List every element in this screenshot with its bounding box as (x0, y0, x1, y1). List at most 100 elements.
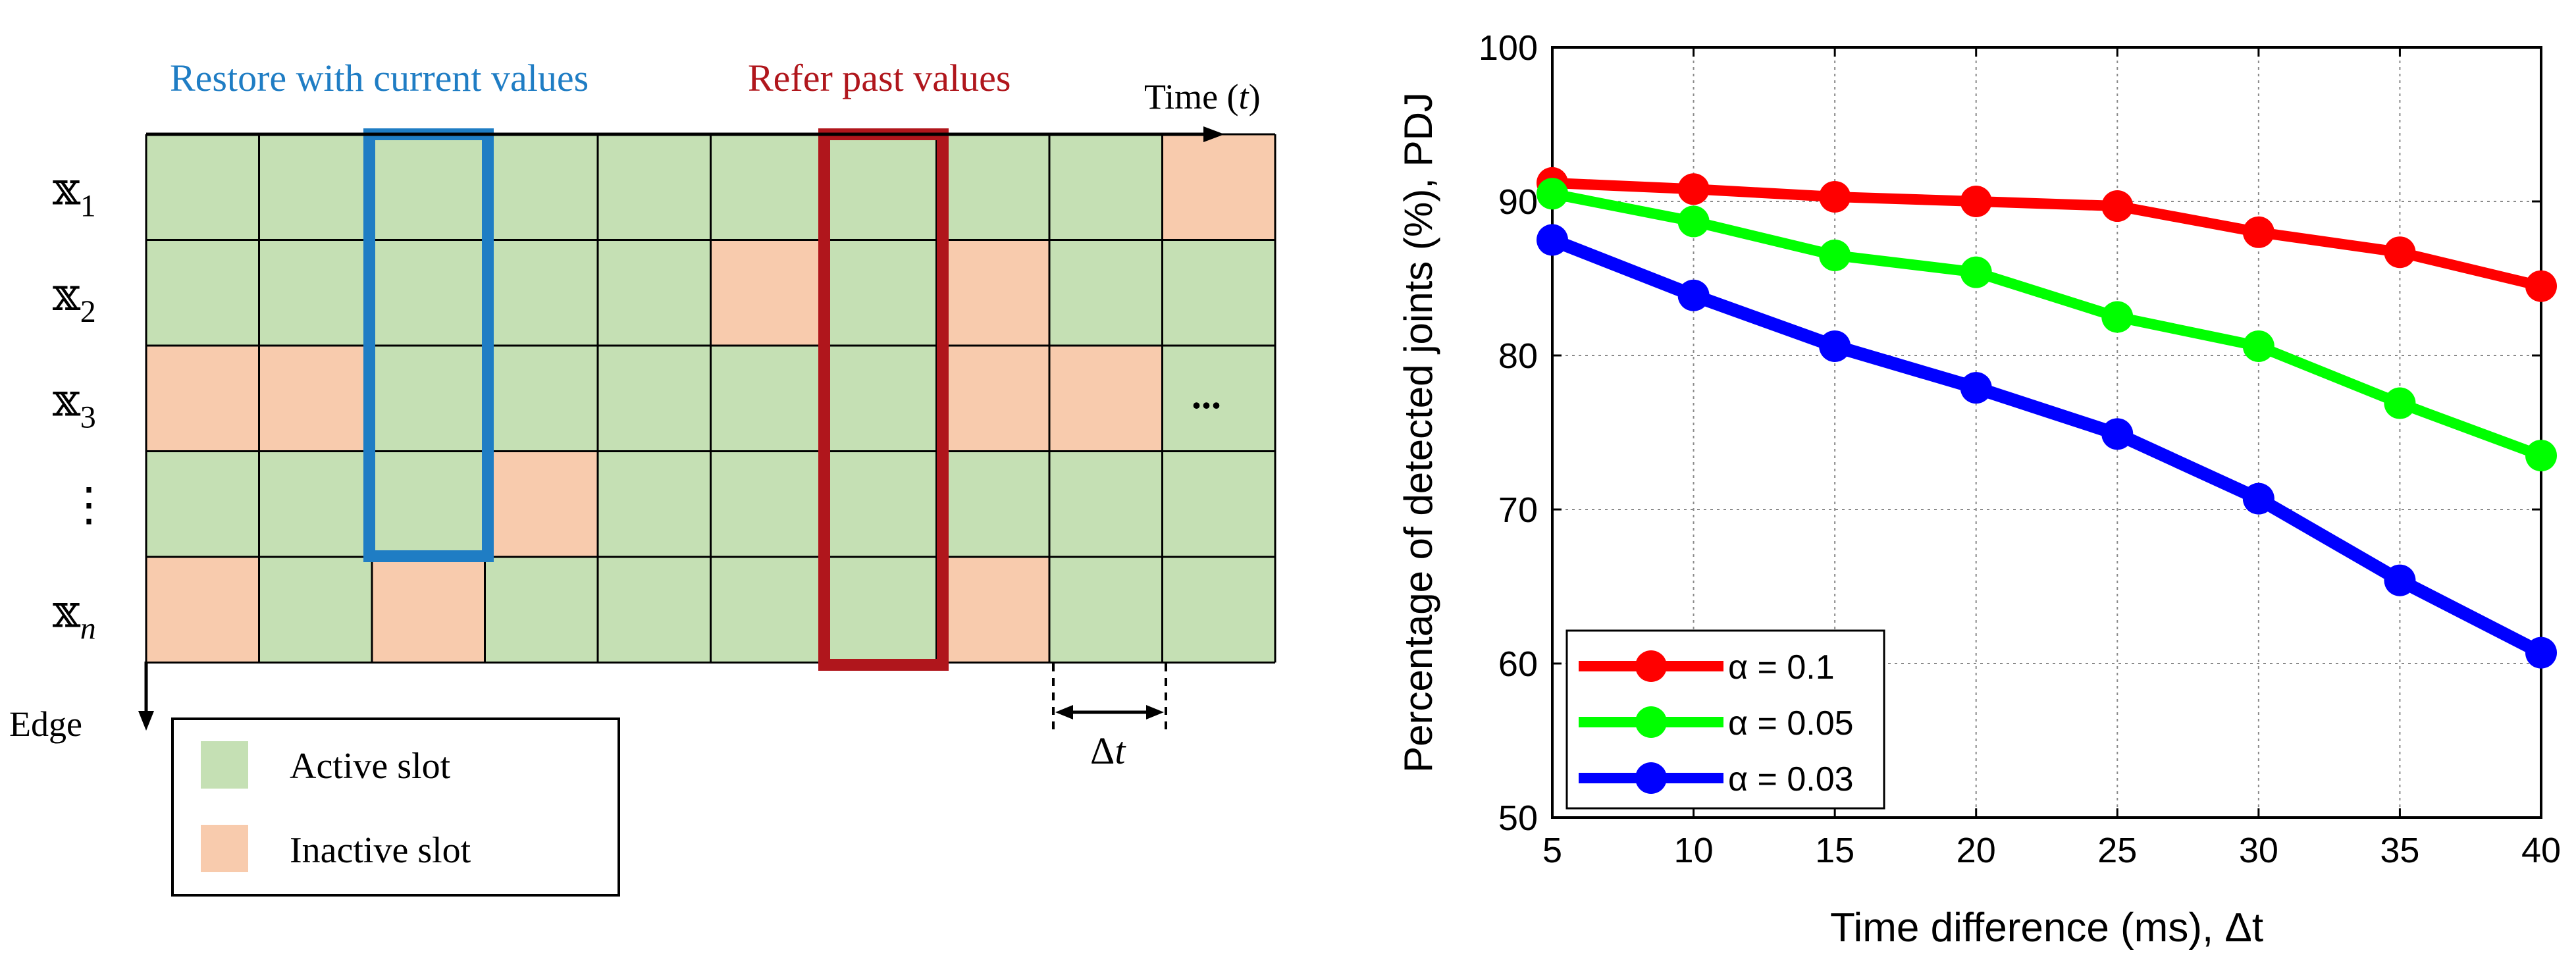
data-point (2384, 387, 2416, 419)
active-slot (259, 451, 372, 557)
column-ellipsis: ... (1192, 373, 1221, 417)
data-point (2384, 564, 2416, 596)
series-2 (1537, 178, 2557, 472)
active-slot (1162, 240, 1275, 346)
y-tick-label: 50 (1498, 798, 1538, 838)
delta-arrow-right-icon (1146, 705, 1164, 719)
active-slot (485, 240, 598, 346)
active-slot (710, 557, 824, 663)
active-slot (710, 134, 824, 240)
edge-axis-label: Edge (9, 704, 82, 744)
x-tick-label: 10 (1674, 831, 1714, 870)
active-slot (598, 134, 711, 240)
data-point (2242, 330, 2274, 362)
active-slot (598, 557, 711, 663)
legend-inactive-label: Inactive slot (290, 830, 471, 871)
delta-symbol: Δ (1090, 729, 1115, 772)
active-slot (936, 134, 1049, 240)
chart-series (1537, 167, 2557, 669)
delta-arrow-left-icon (1055, 705, 1073, 719)
inactive-slot (146, 346, 259, 452)
series-3 (1537, 224, 2557, 669)
data-point (1537, 224, 1568, 256)
active-slot (146, 451, 259, 557)
active-slot (1162, 451, 1275, 557)
inactive-slot (1162, 134, 1275, 240)
plot-frame (1551, 46, 2542, 819)
restore-label: Restore with current values (170, 57, 589, 99)
active-slot (372, 134, 485, 240)
x-tick-label: 35 (2380, 831, 2419, 870)
series-line (1550, 234, 2544, 659)
row-label-subscript: 1 (80, 188, 96, 223)
pdj-line-chart: 5 10 15 20 25 30 35 40 50 60 70 80 90 100 Time differ… (1396, 28, 2561, 951)
active-slot (824, 346, 937, 452)
edge-axis-arrow-icon (138, 711, 154, 731)
data-point (2101, 190, 2134, 222)
inactive-slot (936, 557, 1049, 663)
row-label-symbol: 𝕩 (53, 161, 81, 215)
row-label-subscript: 2 (80, 294, 96, 329)
active-slot (1049, 451, 1163, 557)
y-axis-label: Percentage of detected joints (%), PDJ (1396, 92, 1440, 773)
series-line (1552, 177, 2542, 292)
row-label-symbol: 𝕩 (53, 584, 81, 638)
data-point (1960, 256, 1992, 288)
row-label-1: 𝕩1 (53, 161, 96, 223)
y-tick-label: 80 (1498, 336, 1538, 376)
time-axis-label: Time (t) (1144, 77, 1261, 117)
data-point (2242, 216, 2274, 248)
inactive-slot (936, 240, 1049, 346)
row-label-ellipsis: ⋮ (66, 477, 112, 531)
time-axis-arrow-icon (1203, 126, 1224, 142)
active-slot (1162, 557, 1275, 663)
slot-diagram: Restore with current values Refer past v… (9, 57, 1276, 897)
active-slot (824, 557, 937, 663)
chart-ticks: 5 10 15 20 25 30 35 40 50 60 70 80 90 100 (1479, 28, 2561, 870)
time-axis-label-close: ) (1249, 77, 1261, 117)
active-slot (485, 346, 598, 452)
data-point (1677, 173, 1710, 205)
legend-active-label: Active slot (290, 746, 451, 787)
active-slot (1162, 346, 1275, 452)
x-tick-label: 15 (1815, 831, 1854, 870)
legend-inactive-swatch (201, 825, 248, 872)
legend-marker (1635, 706, 1667, 738)
data-point (2384, 236, 2416, 269)
x-tick-label: 25 (2097, 831, 2137, 870)
legend-active-swatch (201, 741, 248, 789)
inactive-slot (1049, 346, 1163, 452)
row-label-3: 𝕩3 (53, 373, 96, 434)
active-slot (146, 134, 259, 240)
data-point (2242, 482, 2274, 515)
active-slot (259, 557, 372, 663)
data-point (2525, 637, 2557, 669)
refer-label: Refer past values (748, 57, 1011, 99)
legend-label: α = 0.03 (1728, 760, 1854, 798)
row-label-2: 𝕩2 (53, 267, 96, 329)
legend-label: α = 0.1 (1728, 648, 1835, 687)
active-slot (259, 240, 372, 346)
active-slot (1049, 240, 1163, 346)
active-slot (146, 240, 259, 346)
active-slot (1049, 134, 1163, 240)
y-tick-label: 90 (1498, 182, 1538, 222)
y-tick-label: 70 (1498, 490, 1538, 530)
active-slot (710, 346, 824, 452)
inactive-slot (372, 557, 485, 663)
legend-marker (1635, 762, 1667, 794)
active-slot (485, 134, 598, 240)
chart-legend: α = 0.1 α = 0.05 α = 0.03 (1565, 629, 1885, 810)
row-label-subscript: n (80, 611, 96, 646)
x-tick-label: 5 (1542, 831, 1562, 870)
data-point (2525, 270, 2557, 302)
active-slot (936, 451, 1049, 557)
active-slot (598, 451, 711, 557)
active-slot (598, 240, 711, 346)
data-point (1819, 239, 1851, 271)
row-label-subscript: 3 (80, 400, 96, 434)
data-point (1677, 279, 1710, 311)
active-slot (372, 346, 485, 452)
